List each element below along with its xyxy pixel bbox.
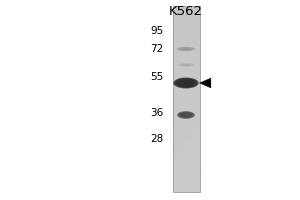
Ellipse shape	[182, 113, 190, 117]
Ellipse shape	[181, 64, 191, 66]
Ellipse shape	[179, 112, 193, 118]
Ellipse shape	[183, 82, 189, 84]
Ellipse shape	[183, 114, 189, 116]
Ellipse shape	[179, 64, 193, 66]
Ellipse shape	[180, 64, 192, 66]
Ellipse shape	[183, 64, 189, 66]
Ellipse shape	[182, 81, 190, 85]
Ellipse shape	[177, 111, 195, 119]
Text: K562: K562	[169, 5, 203, 18]
Text: 36: 36	[150, 108, 164, 118]
Ellipse shape	[184, 114, 188, 116]
Text: 72: 72	[150, 44, 164, 54]
Ellipse shape	[178, 80, 194, 86]
Text: 55: 55	[150, 72, 164, 82]
Ellipse shape	[183, 64, 189, 66]
Ellipse shape	[184, 48, 188, 50]
Ellipse shape	[182, 113, 190, 117]
Ellipse shape	[182, 48, 190, 50]
Ellipse shape	[173, 77, 199, 88]
Ellipse shape	[181, 113, 191, 117]
Ellipse shape	[178, 112, 194, 118]
Ellipse shape	[184, 114, 188, 116]
Ellipse shape	[178, 112, 194, 118]
Ellipse shape	[182, 64, 190, 66]
Ellipse shape	[176, 47, 196, 51]
Ellipse shape	[178, 63, 194, 67]
Ellipse shape	[180, 80, 192, 86]
Text: 28: 28	[150, 134, 164, 144]
Ellipse shape	[181, 64, 191, 66]
Bar	[172, 6, 200, 192]
Ellipse shape	[176, 78, 197, 88]
Ellipse shape	[178, 79, 194, 87]
Ellipse shape	[180, 48, 192, 50]
Ellipse shape	[174, 78, 198, 88]
Text: 95: 95	[150, 26, 164, 36]
Ellipse shape	[179, 47, 193, 51]
Ellipse shape	[181, 81, 191, 85]
Ellipse shape	[177, 47, 195, 51]
Ellipse shape	[180, 112, 192, 118]
Ellipse shape	[179, 48, 193, 50]
Ellipse shape	[178, 47, 194, 51]
Polygon shape	[200, 78, 211, 88]
Ellipse shape	[178, 63, 194, 67]
Ellipse shape	[184, 82, 188, 84]
Ellipse shape	[183, 48, 189, 50]
Ellipse shape	[181, 48, 191, 50]
Ellipse shape	[176, 79, 196, 87]
